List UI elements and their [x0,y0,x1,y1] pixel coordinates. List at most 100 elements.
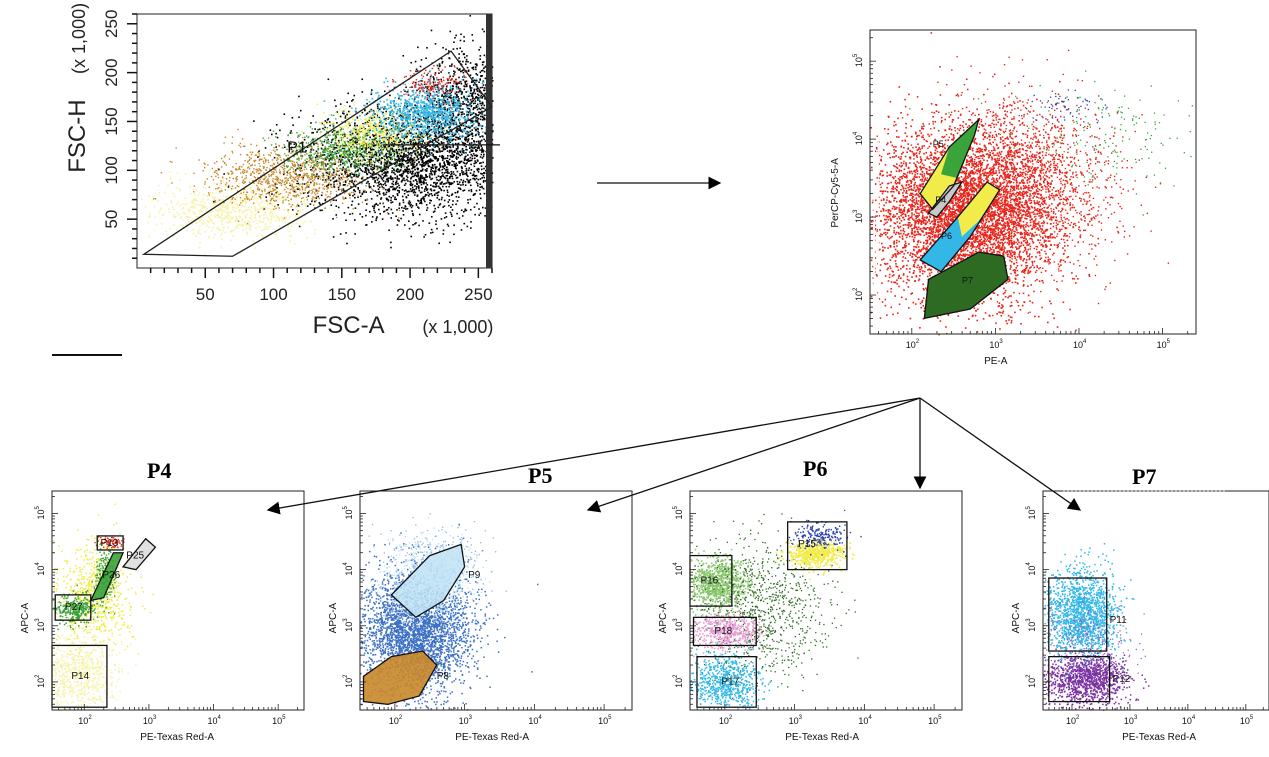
event-dot [406,119,408,122]
event-dot [321,209,323,212]
event-dot [452,48,455,50]
event-dot [475,128,477,131]
event-dot [399,169,402,172]
event-dot [374,181,376,183]
event-dot [220,180,222,182]
event-dot [256,190,259,192]
event-dot [462,60,464,63]
event-dot [448,163,450,165]
event-dot [441,165,444,168]
event-dot [277,195,280,197]
event-dot [472,66,475,69]
event-dot [388,122,391,125]
event-dot [293,190,296,193]
event-dot [411,159,414,162]
event-dot [377,107,379,110]
event-dot [344,135,346,137]
event-dot [303,132,305,134]
event-dot [459,172,461,175]
event-dot [424,195,426,198]
event-dot [294,190,297,193]
event-dot [315,190,318,192]
event-dot [395,181,397,184]
event-dot [231,150,233,153]
event-dot [480,115,482,118]
event-dot [263,157,266,159]
event-dot [412,214,414,217]
event-dot [290,148,293,150]
event-dot [461,141,464,144]
event-dot [358,191,361,194]
event-dot [250,188,253,191]
event-dot [241,210,244,213]
event-dot [392,116,395,118]
event-dot [383,164,386,166]
event-dot [461,111,464,113]
event-dot [263,172,265,174]
event-dot [231,142,233,144]
event-dot [474,213,476,216]
event-dot [427,163,429,165]
event-dot [215,175,217,178]
event-dot [373,177,375,180]
event-dot [394,162,397,165]
event-dot [439,104,441,106]
event-dot [448,96,450,98]
event-dot [299,189,301,191]
event-dot [420,125,423,128]
event-dot [440,198,443,201]
event-dot [329,179,332,182]
event-dot [314,156,317,159]
event-dot [383,140,385,143]
event-dot [314,200,316,203]
event-dot [456,176,459,179]
event-dot [469,178,472,181]
event-dot [148,235,150,238]
event-dot [443,172,446,174]
event-dot [459,47,462,49]
event-dot [396,171,399,173]
event-dot [318,167,321,169]
event-dot [332,138,334,141]
event-dot [335,173,338,176]
event-dot [384,174,387,177]
event-dot [361,155,364,158]
event-dot [442,147,445,149]
event-dot [392,168,395,171]
event-dot [276,187,278,189]
event-dot [440,189,443,192]
event-dot [418,153,421,156]
event-dot [302,161,305,164]
event-dot [378,190,381,193]
event-dot [347,206,350,209]
event-dot [416,182,418,185]
event-dot [352,160,355,163]
event-dot [465,159,468,161]
event-dot [396,194,399,197]
event-dot [191,223,194,225]
event-dot [317,175,320,178]
event-dot [465,125,468,128]
event-dot [395,170,398,172]
event-dot [315,197,318,199]
event-dot [277,178,279,181]
event-dot [359,195,362,198]
event-dot [433,173,436,176]
event-dot [434,207,437,210]
event-dot [299,211,301,213]
event-dot [337,206,340,209]
event-dot [434,146,436,148]
event-dot [393,171,395,174]
event-dot [239,199,242,201]
event-dot [422,182,425,185]
event-dot [473,154,476,157]
event-dot [297,168,300,170]
event-dot [264,147,267,149]
event-dot [335,131,338,134]
event-dot [480,139,483,142]
event-dot [396,153,399,155]
event-dot [430,232,432,234]
event-dot [434,163,436,166]
event-dot [236,185,239,187]
event-dot [412,165,414,168]
